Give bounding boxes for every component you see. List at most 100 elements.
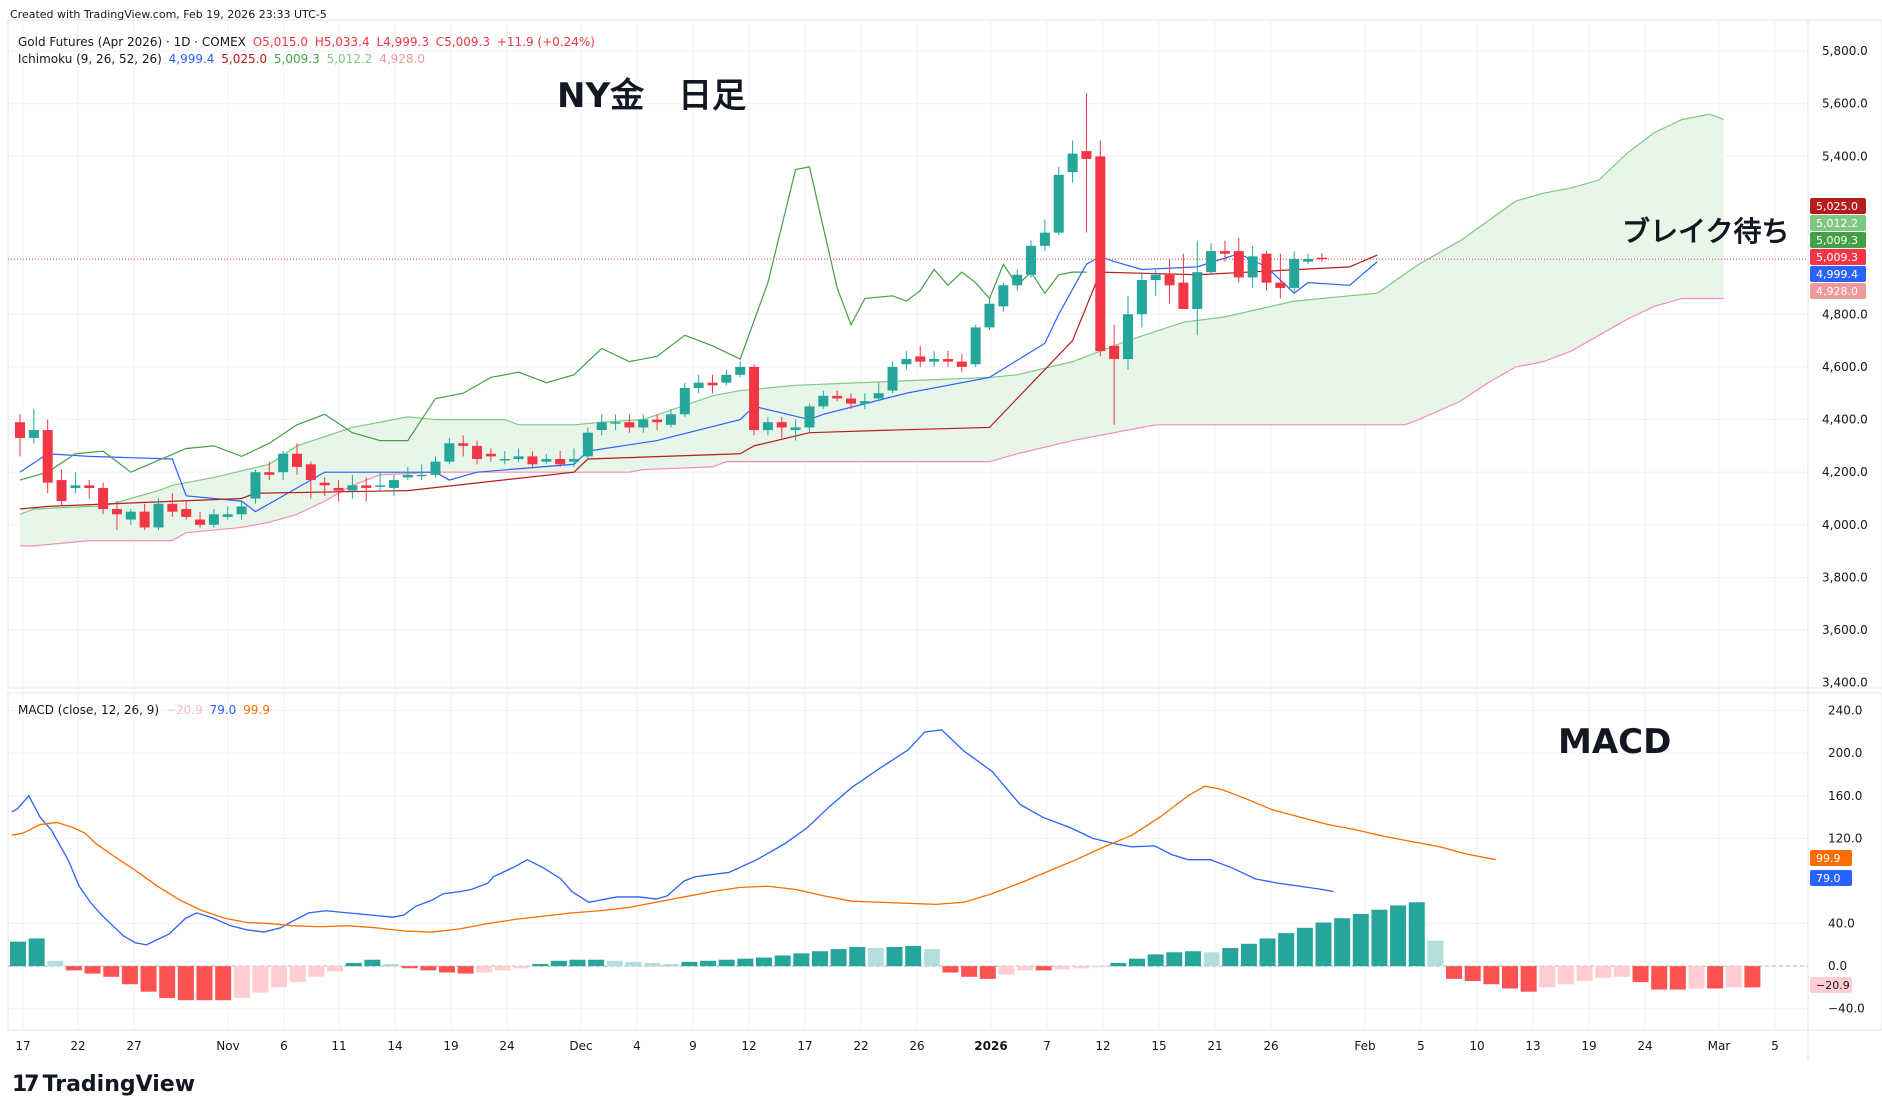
macd-histogram-bar bbox=[1259, 938, 1276, 967]
candle-body bbox=[1109, 345, 1120, 359]
macd-histogram-bar bbox=[1371, 909, 1388, 967]
macd-histogram-bar bbox=[1352, 913, 1369, 967]
candle-body bbox=[956, 361, 967, 367]
macd-tick-label: 200.0 bbox=[1828, 746, 1862, 760]
macd-histogram-bar bbox=[886, 946, 903, 967]
candle-body bbox=[1247, 256, 1258, 278]
candle-body bbox=[1233, 251, 1244, 278]
macd-histogram-bar bbox=[364, 959, 381, 967]
candle-body bbox=[555, 459, 566, 465]
candle-body bbox=[624, 422, 635, 428]
macd-pane bbox=[8, 729, 1808, 1001]
candle-body bbox=[887, 366, 898, 391]
candle-body bbox=[873, 393, 884, 399]
macd-histogram-bar bbox=[308, 966, 325, 977]
macd-histogram-bar bbox=[1296, 927, 1313, 967]
macd-histogram-bar bbox=[1632, 966, 1649, 983]
macd-histogram-bar bbox=[1240, 943, 1257, 967]
macd-histogram-bar bbox=[1576, 966, 1593, 982]
macd-histogram-bar bbox=[1315, 922, 1332, 967]
candle-body bbox=[402, 474, 413, 478]
ichimoku-cloud bbox=[19, 113, 1724, 547]
candle-body bbox=[430, 461, 441, 475]
candle-body bbox=[1012, 274, 1023, 286]
candle-body bbox=[1316, 257, 1327, 260]
macd-histogram-bar bbox=[569, 959, 586, 967]
macd-histogram-bar bbox=[1464, 966, 1481, 982]
macd-histogram-bar bbox=[1166, 952, 1183, 967]
candle-body bbox=[1219, 251, 1230, 254]
macd-histogram-bar bbox=[1520, 966, 1537, 992]
candle-body bbox=[998, 285, 1009, 307]
macd-histogram-bar bbox=[942, 966, 959, 973]
symbol-legend[interactable]: Gold Futures (Apr 2026) · 1D · COMEX O5,… bbox=[18, 35, 598, 49]
macd-tick-label: 160.0 bbox=[1828, 789, 1862, 803]
candle-body bbox=[693, 382, 704, 388]
time-tick-label: 5 bbox=[1771, 1039, 1779, 1053]
macd-histogram-bar bbox=[1651, 966, 1668, 990]
ichimoku-chikou-value: 5,009.3 bbox=[273, 52, 320, 66]
macd-histogram-bar bbox=[1073, 966, 1090, 969]
macd-tick-label: −40.0 bbox=[1828, 1002, 1865, 1016]
price-tick-label: 4,200.0 bbox=[1822, 465, 1868, 479]
price-tag-label: 4,999.4 bbox=[1816, 268, 1858, 281]
candle-body bbox=[1081, 151, 1092, 159]
time-tick-label: 22 bbox=[70, 1039, 85, 1053]
candle-body bbox=[818, 395, 829, 407]
candle-body bbox=[1095, 156, 1106, 352]
macd-histogram-bar bbox=[215, 966, 232, 1001]
time-tick-label: 22 bbox=[853, 1039, 868, 1053]
macd-histogram-bar bbox=[1595, 966, 1612, 978]
symbol-name: Gold Futures (Apr 2026) · 1D · COMEX bbox=[18, 35, 246, 49]
macd-legend[interactable]: MACD (close, 12, 26, 9) −20.9 79.0 99.9 bbox=[18, 703, 273, 717]
price-tag bbox=[1810, 215, 1866, 231]
time-tick-label: Nov bbox=[216, 1039, 239, 1053]
macd-signal-value: 99.9 bbox=[243, 703, 270, 717]
macd-histogram-bar bbox=[756, 957, 772, 967]
macd-histogram-bar bbox=[1390, 905, 1407, 967]
time-tick-label: 14 bbox=[387, 1039, 402, 1053]
candle-body bbox=[319, 482, 330, 486]
time-axis[interactable]: 17 22 27 Nov 6 11 14 19 24 Dec 4 9 12 17 22 26 2026 7 12 15… bbox=[15, 1039, 1778, 1053]
time-tick-label: 12 bbox=[1095, 1039, 1110, 1053]
candle-body bbox=[444, 443, 455, 462]
candle-body bbox=[1053, 174, 1064, 233]
candle-body bbox=[167, 503, 178, 512]
time-tick-label: 24 bbox=[499, 1039, 514, 1053]
candle-body bbox=[1289, 258, 1300, 288]
macd-histogram-bar bbox=[849, 946, 866, 967]
candle-body bbox=[679, 387, 690, 415]
macd-histogram-bar bbox=[625, 961, 642, 967]
time-tick-label: 15 bbox=[1151, 1039, 1166, 1053]
time-tick-label: 6 bbox=[280, 1039, 288, 1053]
time-tick-label: 13 bbox=[1525, 1039, 1540, 1053]
candle-body bbox=[139, 511, 150, 528]
time-tick-label: 12 bbox=[741, 1039, 756, 1053]
macd-histogram-bar bbox=[383, 964, 399, 967]
macd-histogram-bar bbox=[867, 948, 884, 967]
macd-histogram-bar bbox=[718, 959, 735, 967]
macd-histogram-bar bbox=[327, 966, 344, 972]
macd-title-annotation: MACD bbox=[1558, 722, 1672, 762]
time-tick-label: 17 bbox=[15, 1039, 30, 1053]
macd-histogram-bar bbox=[811, 951, 828, 967]
macd-pane-frame bbox=[7, 692, 1882, 1031]
candle-body bbox=[264, 472, 275, 475]
candle-body bbox=[222, 514, 233, 517]
tradingview-logo[interactable]: 17 TradingView bbox=[12, 1072, 196, 1097]
candle-body bbox=[1275, 282, 1286, 288]
price-tag-label: 5,012.2 bbox=[1816, 217, 1858, 230]
price-axis[interactable]: 5,800.0 5,600.0 5,400.0 4,800.0 4,600.0 4,400… bbox=[1822, 44, 1868, 1016]
ichimoku-legend[interactable]: Ichimoku (9, 26, 52, 26) 4,999.4 5,025.0… bbox=[18, 52, 428, 66]
candle-body bbox=[250, 472, 261, 499]
candle-body bbox=[513, 456, 524, 460]
macd-histogram-bar bbox=[532, 964, 549, 967]
macd-histogram-bar bbox=[606, 960, 623, 967]
macd-tag-label: −20.9 bbox=[1816, 979, 1850, 992]
ohlc-high: H5,033.4 bbox=[314, 35, 370, 49]
tenkan-line bbox=[19, 253, 1378, 513]
macd-histogram-bar bbox=[457, 966, 474, 974]
macd-histogram-bar bbox=[65, 966, 82, 971]
price-tick-label: 4,000.0 bbox=[1822, 518, 1868, 532]
